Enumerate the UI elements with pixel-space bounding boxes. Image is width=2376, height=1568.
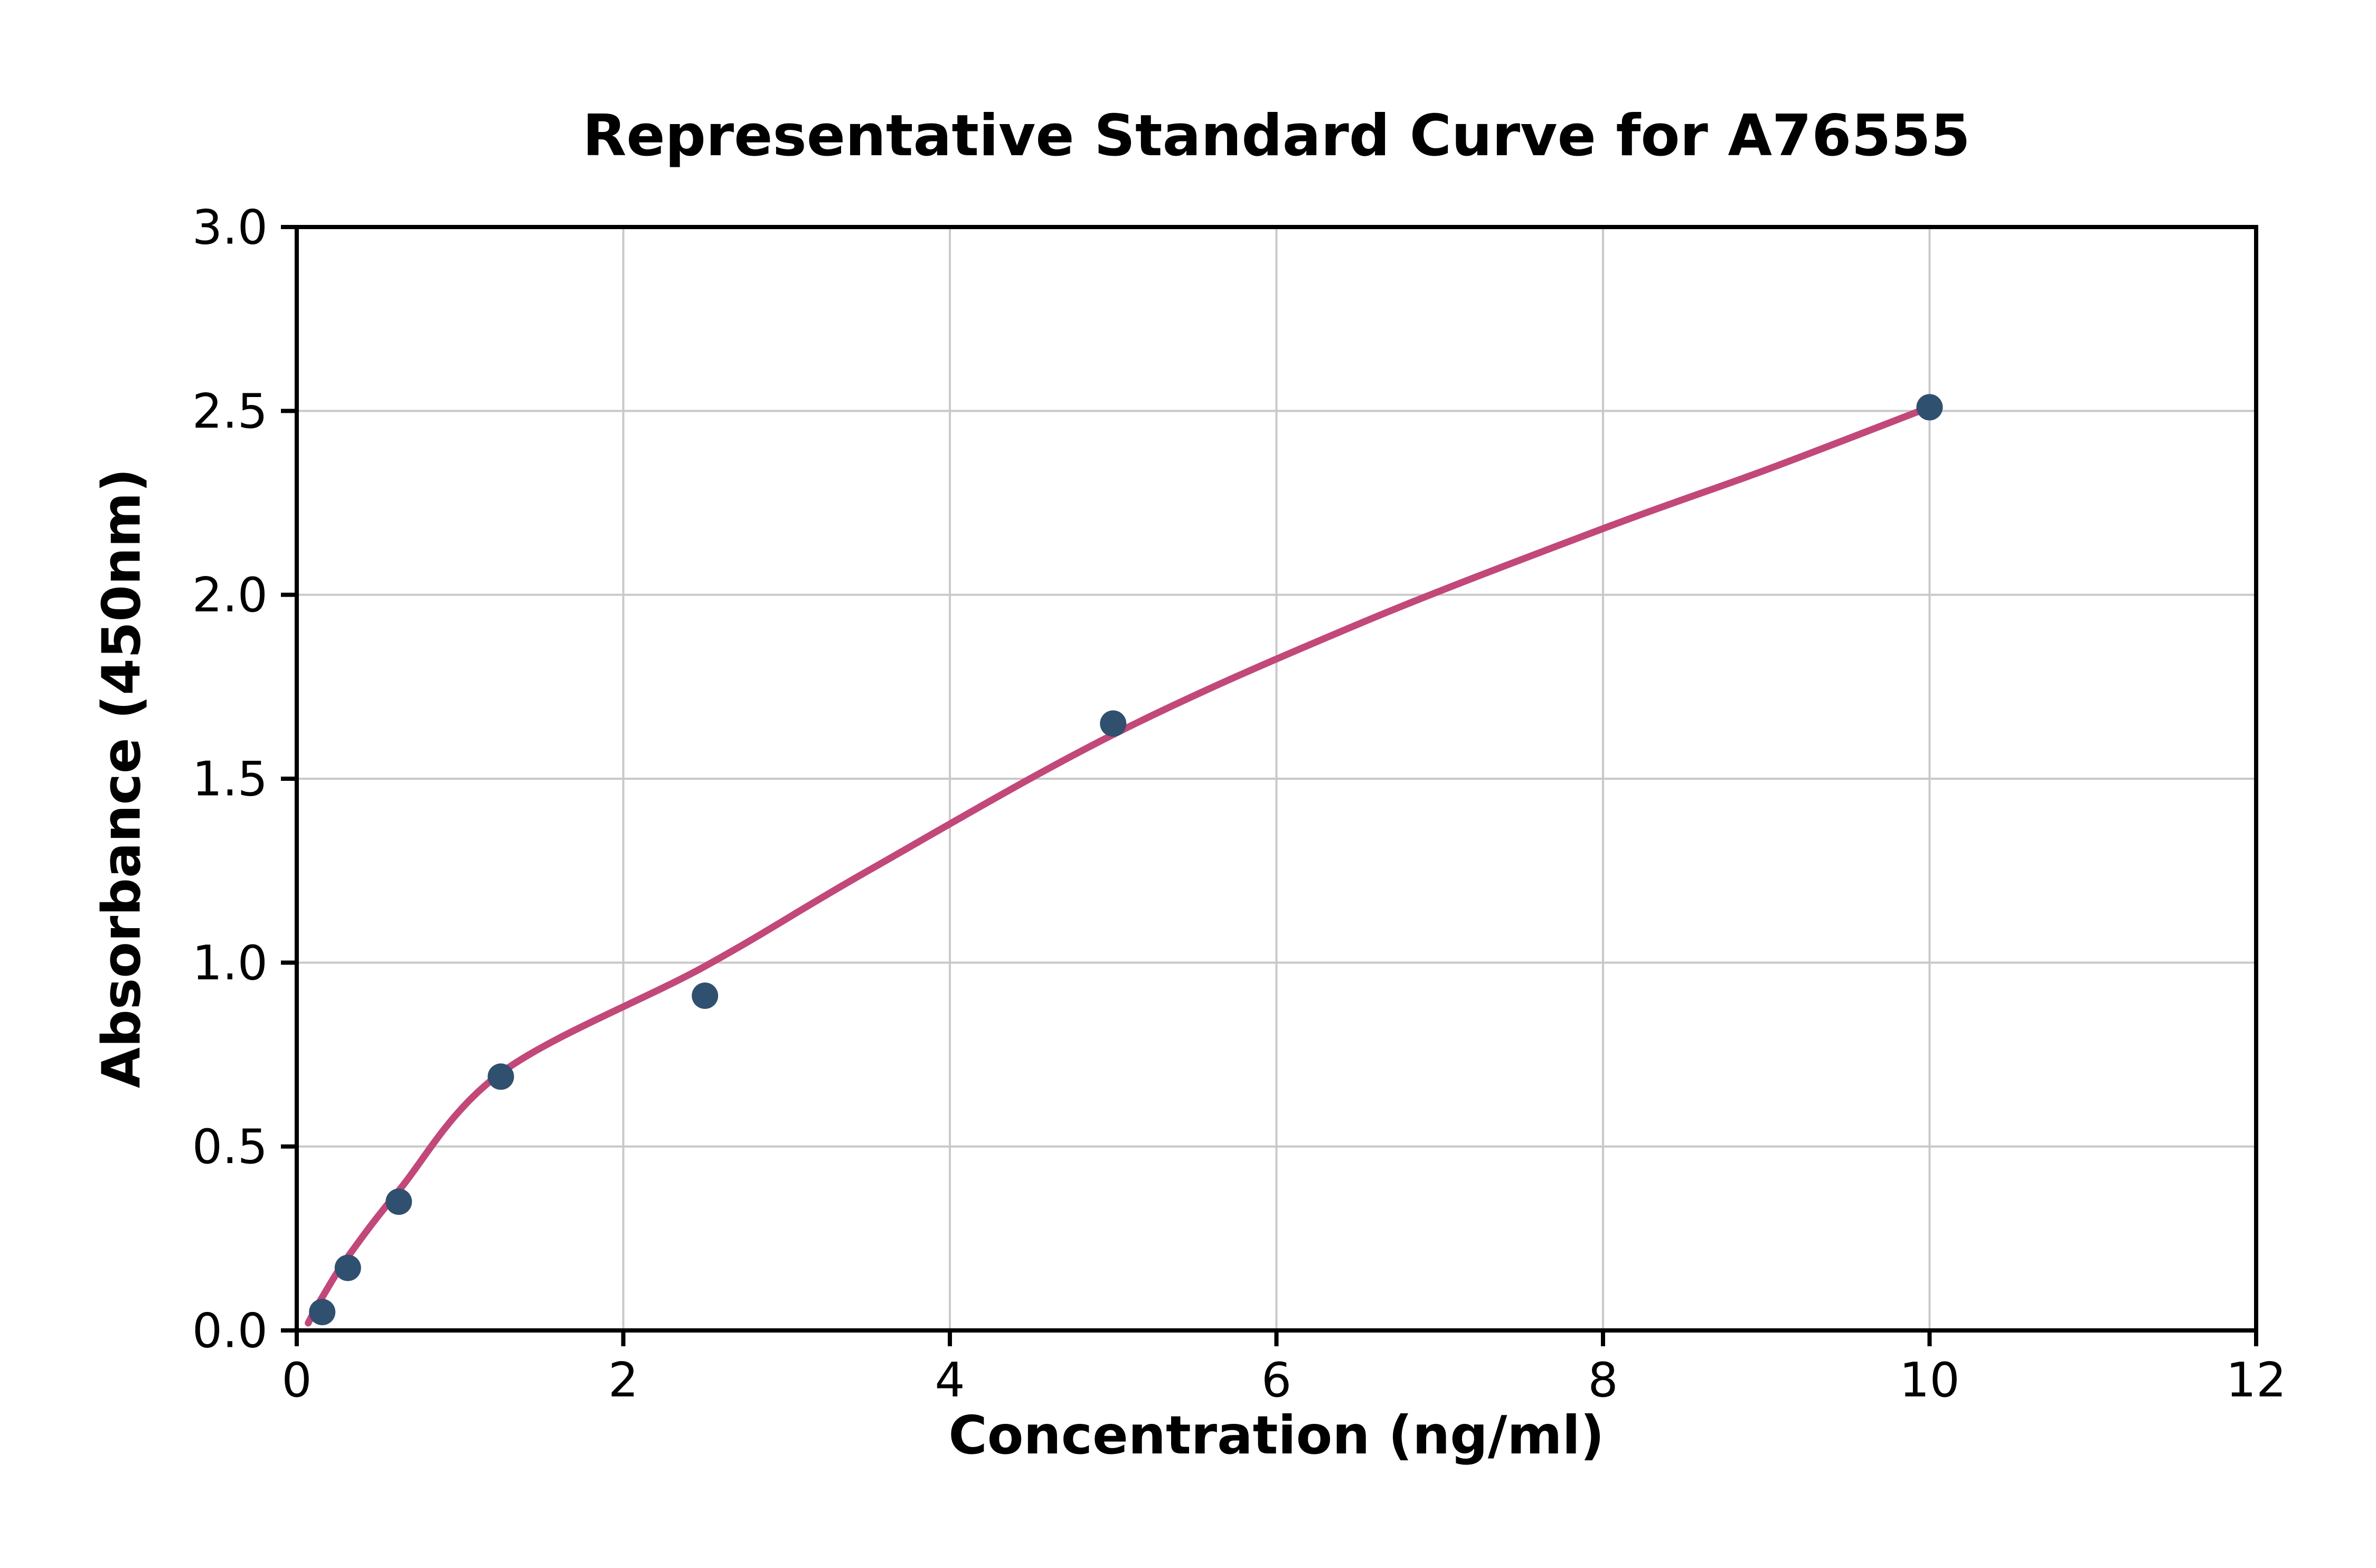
y-tick-label: 1.5 bbox=[192, 752, 268, 807]
fit-curve bbox=[305, 403, 1933, 1327]
data-point bbox=[334, 1254, 361, 1281]
y-tick-label: 0.5 bbox=[192, 1119, 268, 1175]
x-tick-label: 8 bbox=[1588, 1353, 1618, 1408]
y-tick-label: 0.0 bbox=[192, 1303, 268, 1359]
y-tick-label: 2.0 bbox=[192, 568, 268, 623]
x-tick-label: 6 bbox=[1261, 1353, 1291, 1408]
x-tick-label: 0 bbox=[281, 1353, 312, 1408]
data-point bbox=[1100, 710, 1127, 737]
data-point bbox=[692, 983, 719, 1009]
y-tick-label: 3.0 bbox=[192, 200, 268, 256]
data-point bbox=[385, 1188, 412, 1215]
chart-title: Representative Standard Curve for A76555 bbox=[582, 103, 1970, 169]
x-tick-label: 2 bbox=[608, 1353, 638, 1408]
x-tick-label: 10 bbox=[1899, 1353, 1960, 1408]
data-point bbox=[309, 1299, 336, 1326]
x-tick-label: 4 bbox=[935, 1353, 965, 1408]
x-axis-label: Concentration (ng/ml) bbox=[948, 1404, 1605, 1466]
y-tick-label: 2.5 bbox=[192, 384, 268, 439]
x-tick-label: 12 bbox=[2226, 1353, 2287, 1408]
y-tick-label: 1.0 bbox=[192, 936, 268, 991]
data-point bbox=[1916, 394, 1943, 421]
data-point bbox=[487, 1063, 514, 1090]
